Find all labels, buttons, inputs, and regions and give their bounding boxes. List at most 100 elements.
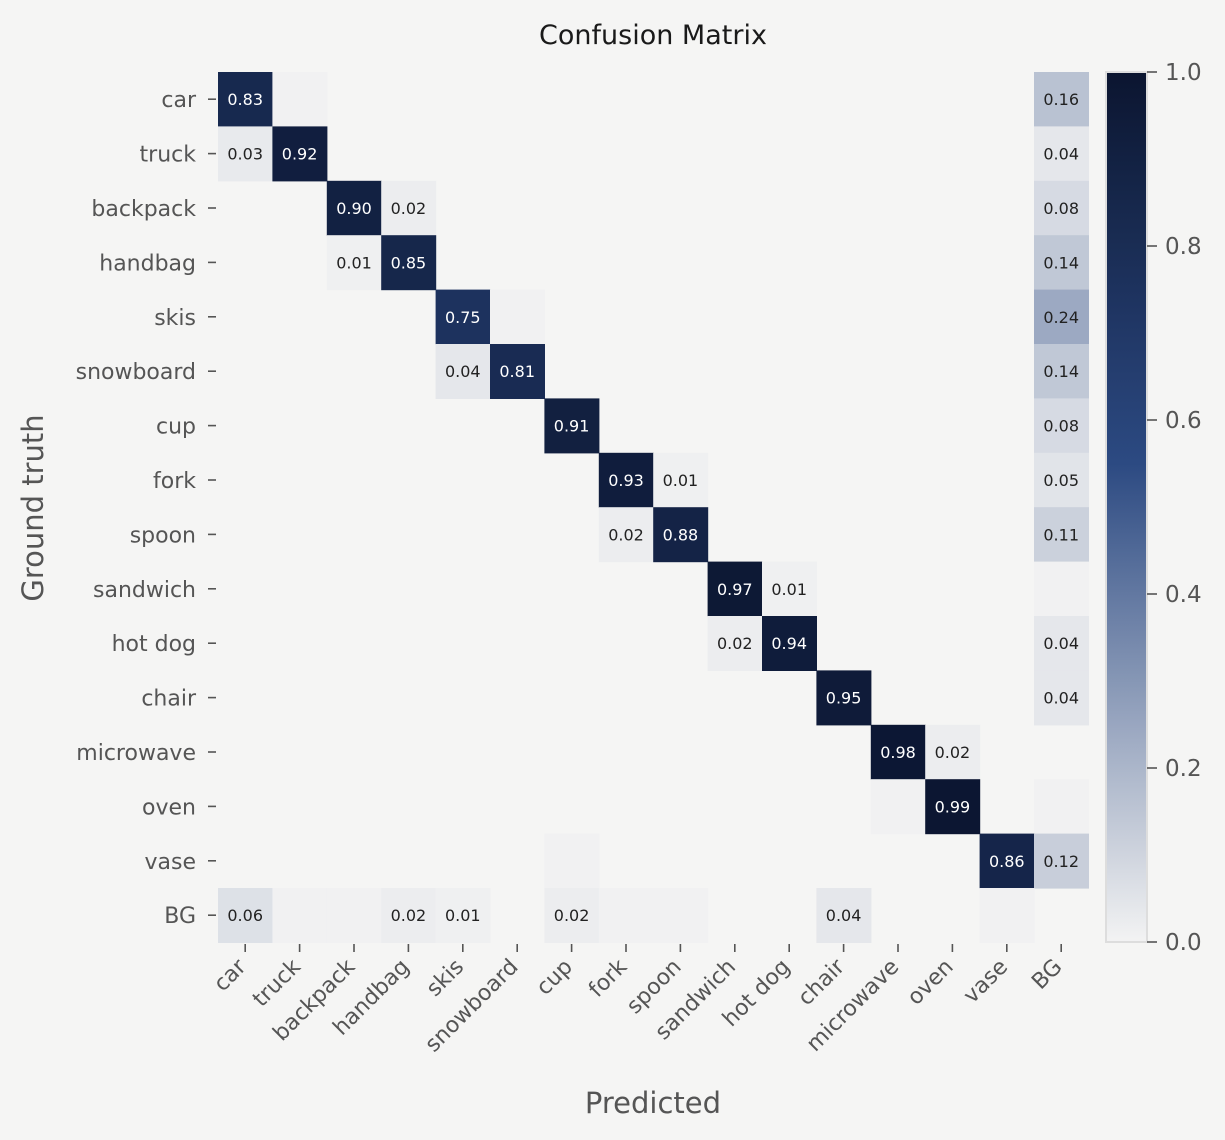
cell-value-label: 0.01	[445, 906, 481, 925]
cell-value-label: 0.04	[445, 362, 481, 381]
heatmap-cell-microwave-oven	[925, 724, 981, 780]
y-axis-ticks: car truck backpack handbag skis snowboard cup f…	[76, 88, 216, 929]
cell-value-label: 0.93	[608, 471, 644, 490]
y-tick-label: fork	[153, 469, 196, 494]
cell-value-label: 0.08	[1043, 199, 1079, 218]
heatmap-cell-BG-backpack	[326, 888, 382, 943]
heatmap-cell-BG-cup	[544, 888, 600, 943]
colorbar-tick-label: 0.4	[1165, 582, 1202, 608]
cell-value-label: 0.03	[227, 145, 263, 164]
x-tick-label: cup	[532, 955, 578, 1001]
y-tick-label: cup	[156, 415, 196, 440]
heatmap-cells	[218, 72, 1089, 943]
cell-value-label: 0.01	[771, 580, 807, 599]
cell-value-label: 0.95	[826, 689, 862, 708]
x-tick-label: car	[209, 954, 252, 997]
heatmap-cell-BG-fork	[598, 888, 654, 943]
heatmap-cell-fork-BG	[1034, 452, 1089, 508]
y-tick-label: oven	[142, 795, 196, 820]
x-axis-label: Predicted	[585, 1086, 721, 1120]
x-tick-label: fork	[584, 954, 632, 1002]
y-axis-label: Ground truth	[16, 414, 50, 601]
heatmap-cell-vase-BG	[1034, 833, 1089, 889]
heatmap-cell-handbag-BG	[1034, 235, 1089, 291]
heatmap-cell-truck-car	[218, 126, 273, 182]
cell-value-label: 0.16	[1043, 90, 1079, 109]
heatmap-cell-BG-car	[218, 888, 273, 943]
cell-value-label: 0.75	[445, 308, 481, 327]
cell-value-label: 0.90	[336, 199, 372, 218]
y-tick-label: hot dog	[112, 632, 196, 657]
heatmap-cell-oven-BG	[1034, 779, 1089, 835]
y-tick-label: snowboard	[76, 360, 196, 385]
heatmap-cell-car-truck	[272, 72, 328, 127]
cell-value-label: 0.02	[717, 634, 753, 653]
heatmap-cell-spoon-spoon	[653, 507, 709, 563]
heatmap-cell-labels: 0.83 0.16 0.03 0.92 0.04 0.90 0.02 0.08 0.01 0.85…	[227, 90, 1079, 925]
cell-value-label: 0.14	[1043, 362, 1079, 381]
y-tick-label: skis	[154, 306, 196, 331]
colorbar-gradient	[1105, 71, 1148, 943]
cell-value-label: 0.04	[1043, 145, 1079, 164]
y-tick-label: spoon	[130, 523, 196, 548]
y-tick-label: car	[161, 88, 197, 113]
y-tick-label: chair	[141, 687, 197, 712]
heatmap-cell-spoon-BG	[1034, 507, 1089, 563]
cell-value-label: 0.24	[1043, 308, 1079, 327]
colorbar-tick-label: 0.0	[1165, 930, 1202, 956]
colorbar: 0.0 0.2 0.4 0.6 0.8 1.0	[1105, 60, 1202, 956]
cell-value-label: 0.92	[282, 145, 318, 164]
y-tick-label: vase	[145, 850, 197, 875]
heatmap-cell-chair-chair	[816, 670, 872, 726]
cell-value-label: 0.01	[663, 471, 699, 490]
heatmap-cell-fork-fork	[598, 452, 654, 508]
cell-value-label: 0.94	[771, 634, 807, 653]
cell-value-label: 0.83	[227, 90, 263, 109]
heatmap-cell-hot-dog-sandwich	[707, 616, 763, 671]
colorbar-tick-label: 0.2	[1165, 756, 1202, 782]
heatmap-cell-skis-snowboard	[490, 289, 545, 345]
heatmap-cell-backpack-BG	[1034, 180, 1089, 236]
heatmap-cell-microwave-microwave	[870, 724, 926, 780]
cell-value-label: 0.99	[935, 797, 971, 816]
x-tick-label: BG	[1027, 955, 1067, 995]
heatmap-cell-oven-microwave	[870, 779, 926, 835]
cell-value-label: 0.08	[1043, 417, 1079, 436]
heatmap-cell-truck-truck	[272, 126, 328, 182]
heatmap-cell-handbag-backpack	[326, 235, 382, 291]
cell-value-label: 0.06	[227, 906, 263, 925]
cell-value-label: 0.91	[554, 417, 590, 436]
heatmap-cell-chair-BG	[1034, 670, 1089, 726]
heatmap-cell-backpack-backpack	[326, 180, 382, 236]
y-tick-label: microwave	[76, 741, 196, 766]
cell-value-label: 0.86	[989, 852, 1025, 871]
cell-value-label: 0.02	[391, 199, 427, 218]
cell-value-label: 0.97	[717, 580, 753, 599]
cell-value-label: 0.02	[391, 906, 427, 925]
cell-value-label: 0.04	[1043, 634, 1079, 653]
cell-value-label: 0.04	[826, 906, 862, 925]
cell-value-label: 0.81	[499, 362, 535, 381]
y-tick-label: handbag	[99, 251, 196, 276]
heatmap-cell-skis-skis	[435, 289, 491, 345]
cell-value-label: 0.88	[663, 525, 699, 544]
x-tick-label: vase	[959, 955, 1013, 1009]
cell-value-label: 0.85	[391, 253, 427, 272]
cell-value-label: 0.02	[608, 525, 644, 544]
heatmap-cell-backpack-handbag	[381, 180, 437, 236]
heatmap-cell-handbag-handbag	[381, 235, 437, 291]
cell-value-label: 0.98	[880, 743, 916, 762]
colorbar-tick-label: 0.8	[1165, 234, 1202, 260]
heatmap-cell-fork-spoon	[653, 452, 709, 508]
heatmap-cell-hot-dog-hot-dog	[762, 616, 817, 671]
heatmap-cell-hot-dog-BG	[1034, 616, 1089, 671]
heatmap-cell-BG-chair	[816, 888, 872, 943]
y-tick-label: BG	[164, 904, 196, 929]
heatmap-cell-spoon-fork	[598, 507, 654, 563]
heatmap-cell-BG-spoon	[653, 888, 709, 943]
colorbar-tick-label: 0.6	[1165, 408, 1202, 434]
heatmap-cell-BG-skis	[435, 888, 491, 943]
cell-value-label: 0.05	[1043, 471, 1079, 490]
cell-value-label: 0.02	[935, 743, 971, 762]
